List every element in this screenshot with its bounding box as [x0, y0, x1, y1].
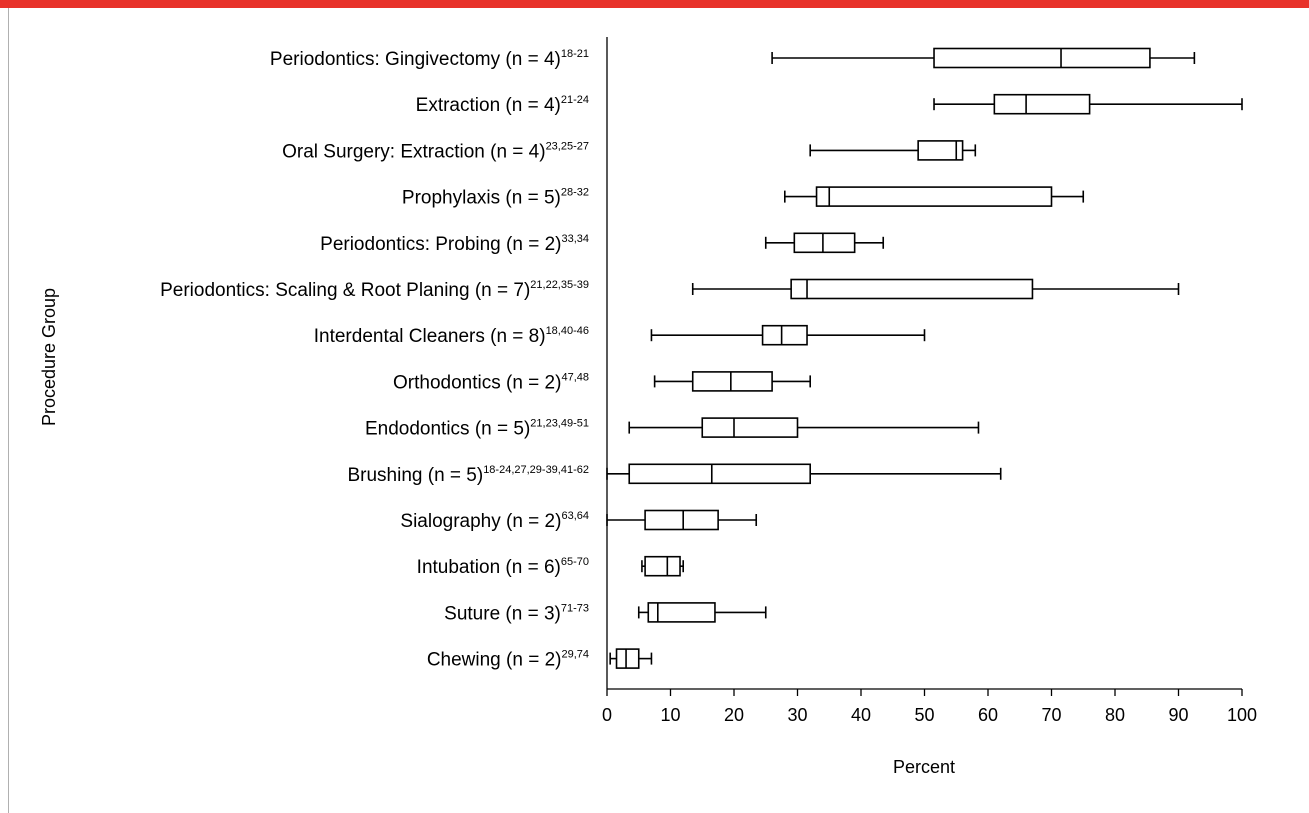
x-tick-label: 40	[851, 705, 871, 725]
category-ref-superscript: 18,40-46	[546, 325, 589, 337]
x-tick-label: 0	[602, 705, 612, 725]
boxplot-row	[606, 463, 1002, 485]
category-label-text: Chewing (n = 2)	[427, 650, 562, 671]
category-label-text: Periodontics: Scaling & Root Planing (n …	[160, 280, 530, 301]
x-axis-title: Percent	[893, 757, 955, 777]
boxplot-row	[771, 47, 1196, 69]
axes: 0 10 20 30 40 50 60 70 80 90 100	[602, 37, 1257, 725]
category-ref-superscript: 47,48	[561, 371, 589, 383]
box-series	[606, 47, 1243, 669]
boxplot-row	[783, 186, 1085, 207]
boxplot-row	[809, 140, 977, 161]
boxplot-row	[653, 371, 812, 392]
category-ref-superscript: 21,23,49-51	[530, 418, 589, 430]
iqr-box	[628, 463, 811, 485]
x-tick-label: 90	[1168, 705, 1188, 725]
category-label: Periodontics: Probing (n = 2)33,34	[320, 233, 589, 255]
category-ref-superscript: 21-24	[561, 94, 589, 106]
category-label-text: Periodontics: Gingivectomy (n = 4)	[270, 49, 561, 70]
category-label: Chewing (n = 2)29,74	[427, 649, 589, 671]
category-label: Oral Surgery: Extraction (n = 4)23,25-27	[282, 140, 589, 162]
category-label-text: Brushing (n = 5)	[347, 465, 483, 486]
boxplot-row	[641, 555, 685, 577]
iqr-box	[647, 602, 716, 623]
category-ref-superscript: 29,74	[561, 649, 589, 661]
category-label: Sialography (n = 2)63,64	[400, 510, 589, 532]
iqr-box	[761, 324, 808, 346]
category-label-text: Oral Surgery: Extraction (n = 4)	[282, 141, 545, 162]
iqr-box	[793, 232, 856, 254]
iqr-box	[691, 371, 773, 392]
category-label: Interdental Cleaners (n = 8)18,40-46	[314, 325, 589, 347]
category-label-text: Orthodontics (n = 2)	[393, 372, 561, 393]
boxplot-row	[764, 232, 885, 254]
category-label: Endodontics (n = 5)21,23,49-51	[365, 418, 589, 440]
category-ref-superscript: 33,34	[561, 233, 589, 245]
header-accent-band	[0, 0, 1309, 8]
x-tick-label: 60	[978, 705, 998, 725]
category-ref-superscript: 28-32	[561, 187, 589, 199]
category-label: Intubation (n = 6)65-70	[417, 556, 589, 578]
category-label: Brushing (n = 5)18-24,27,29-39,41-62	[347, 464, 589, 486]
category-ref-superscript: 63,64	[561, 510, 589, 522]
iqr-box	[933, 47, 1151, 69]
category-label-text: Sialography (n = 2)	[400, 511, 561, 532]
category-label-text: Extraction (n = 4)	[416, 95, 561, 116]
category-label-text: Prophylaxis (n = 5)	[402, 188, 561, 209]
x-tick-label: 50	[914, 705, 934, 725]
category-label: Prophylaxis (n = 5)28-32	[402, 187, 589, 209]
x-ticks: 0 10 20 30 40 50 60 70 80 90 100	[602, 689, 1257, 725]
category-ref-superscript: 21,22,35-39	[530, 279, 589, 291]
category-ref-superscript: 18-24,27,29-39,41-62	[483, 464, 589, 476]
boxplot-row	[691, 278, 1180, 300]
category-ref-superscript: 18-21	[561, 48, 589, 60]
x-tick-label: 80	[1105, 705, 1125, 725]
category-label: Orthodontics (n = 2)47,48	[393, 371, 589, 393]
boxplot-row	[609, 648, 653, 669]
category-label: Suture (n = 3)71-73	[444, 602, 589, 624]
category-ref-superscript: 65-70	[561, 556, 589, 568]
category-label-text: Suture (n = 3)	[444, 603, 561, 624]
boxplot-row	[933, 93, 1243, 115]
iqr-box	[917, 140, 964, 161]
x-tick-label: 10	[660, 705, 680, 725]
frame-left-rule	[8, 8, 9, 813]
iqr-box	[701, 417, 799, 438]
category-label: Extraction (n = 4)21-24	[416, 94, 589, 116]
category-labels: Periodontics: Gingivectomy (n = 4)18-21 E…	[160, 48, 589, 671]
category-label-text: Endodontics (n = 5)	[365, 419, 530, 440]
boxplot-row	[606, 509, 758, 531]
category-label: Periodontics: Gingivectomy (n = 4)18-21	[270, 48, 589, 70]
x-tick-label: 30	[787, 705, 807, 725]
category-label-text: Intubation (n = 6)	[417, 557, 561, 578]
boxplot-row	[628, 417, 980, 438]
category-label-text: Periodontics: Probing (n = 2)	[320, 234, 561, 255]
iqr-box	[644, 509, 719, 531]
iqr-box	[644, 555, 681, 577]
x-tick-label: 70	[1041, 705, 1061, 725]
y-axis-title: Procedure Group	[39, 288, 59, 426]
iqr-box	[993, 93, 1091, 115]
boxplot-row	[650, 324, 926, 346]
category-ref-superscript: 23,25-27	[546, 140, 589, 152]
category-ref-superscript: 71-73	[561, 602, 589, 614]
boxplot-row	[637, 602, 767, 623]
iqr-box	[815, 186, 1053, 207]
x-tick-label: 20	[724, 705, 744, 725]
category-label: Periodontics: Scaling & Root Planing (n …	[160, 279, 589, 301]
iqr-box	[790, 278, 1034, 300]
category-label-text: Interdental Cleaners (n = 8)	[314, 326, 546, 347]
x-tick-label: 100	[1227, 705, 1257, 725]
iqr-box	[615, 648, 640, 669]
